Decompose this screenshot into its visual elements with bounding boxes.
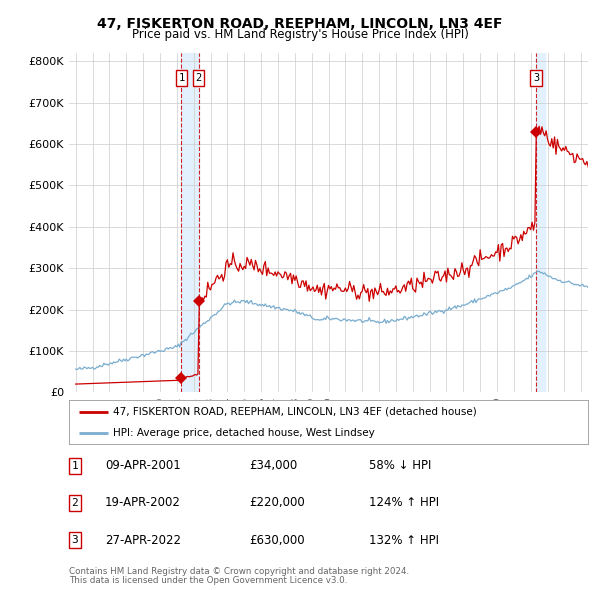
Text: 3: 3 xyxy=(71,535,79,545)
Text: Contains HM Land Registry data © Crown copyright and database right 2024.: Contains HM Land Registry data © Crown c… xyxy=(69,567,409,576)
Text: 3: 3 xyxy=(533,73,539,83)
Text: 09-APR-2001: 09-APR-2001 xyxy=(105,459,181,473)
Text: 2: 2 xyxy=(71,498,79,508)
Text: 1: 1 xyxy=(178,73,185,83)
Text: £34,000: £34,000 xyxy=(249,459,297,473)
Text: 124% ↑ HPI: 124% ↑ HPI xyxy=(369,496,439,510)
Bar xyxy=(536,53,545,392)
Text: £220,000: £220,000 xyxy=(249,496,305,510)
Text: This data is licensed under the Open Government Licence v3.0.: This data is licensed under the Open Gov… xyxy=(69,576,347,585)
Text: 132% ↑ HPI: 132% ↑ HPI xyxy=(369,533,439,547)
Text: £630,000: £630,000 xyxy=(249,533,305,547)
Bar xyxy=(181,53,199,392)
Text: 27-APR-2022: 27-APR-2022 xyxy=(105,533,181,547)
Text: 47, FISKERTON ROAD, REEPHAM, LINCOLN, LN3 4EF (detached house): 47, FISKERTON ROAD, REEPHAM, LINCOLN, LN… xyxy=(113,407,477,417)
Text: HPI: Average price, detached house, West Lindsey: HPI: Average price, detached house, West… xyxy=(113,428,375,438)
Text: 2: 2 xyxy=(196,73,202,83)
Text: 1: 1 xyxy=(71,461,79,471)
Text: 47, FISKERTON ROAD, REEPHAM, LINCOLN, LN3 4EF: 47, FISKERTON ROAD, REEPHAM, LINCOLN, LN… xyxy=(97,17,503,31)
Text: Price paid vs. HM Land Registry's House Price Index (HPI): Price paid vs. HM Land Registry's House … xyxy=(131,28,469,41)
Text: 19-APR-2002: 19-APR-2002 xyxy=(105,496,181,510)
Text: 58% ↓ HPI: 58% ↓ HPI xyxy=(369,459,431,473)
